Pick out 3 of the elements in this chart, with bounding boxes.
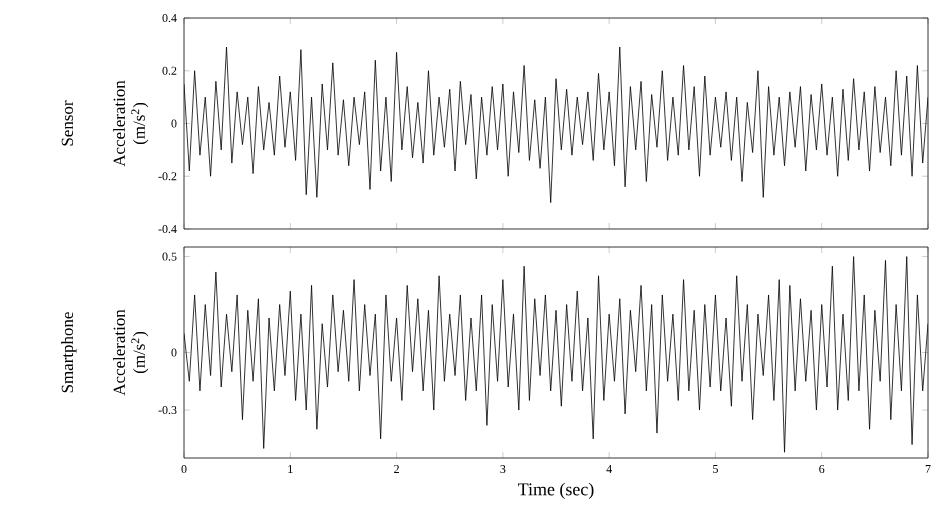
- text: Sensor: [61, 100, 74, 146]
- text: Smartphone: [61, 312, 77, 393]
- x-axis-title: Time (sec): [518, 482, 594, 500]
